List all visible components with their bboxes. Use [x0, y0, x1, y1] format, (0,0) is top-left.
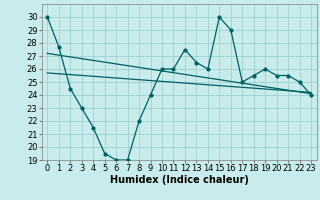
X-axis label: Humidex (Indice chaleur): Humidex (Indice chaleur) [110, 175, 249, 185]
